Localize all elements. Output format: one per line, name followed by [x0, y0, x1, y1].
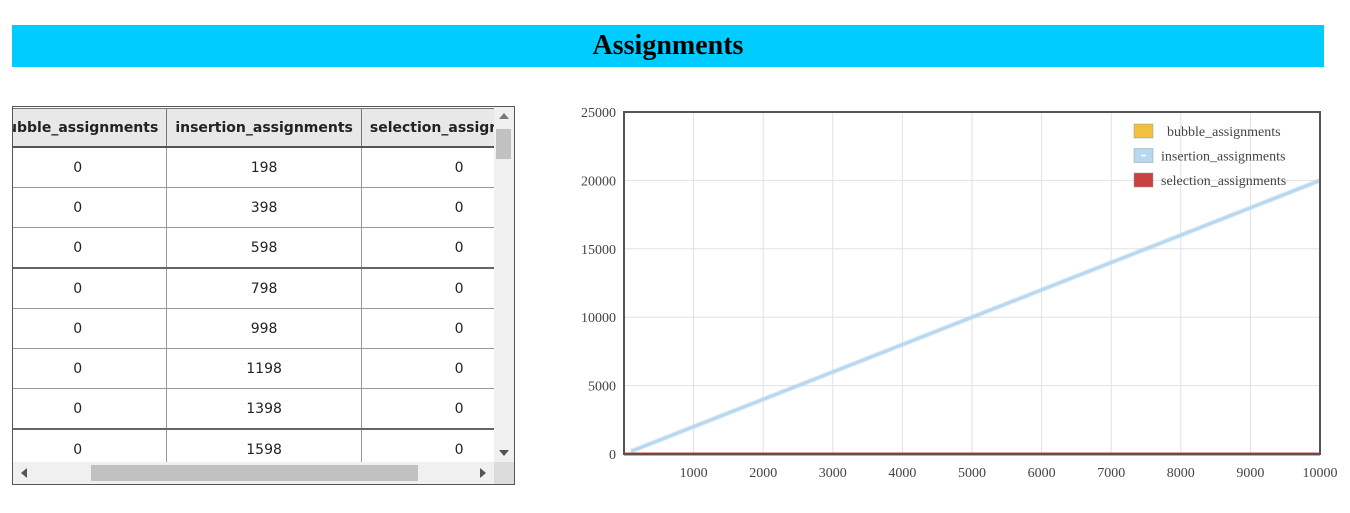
table-header-row: bubble_assignments insertion_assignments…	[13, 108, 494, 148]
table-cell: 198	[166, 146, 362, 188]
plot-area	[624, 112, 1320, 454]
legend-label-selection-assignments: selection_assignments	[1161, 174, 1286, 189]
scroll-right-icon[interactable]	[480, 468, 486, 478]
table-row: 0 798 0	[13, 267, 494, 309]
table-row: 0 1198 0	[13, 348, 494, 389]
data-table-panel[interactable]: bubble_assignments insertion_assignments…	[12, 106, 515, 485]
table-cell: 1598	[166, 428, 362, 462]
vertical-scrollbar[interactable]	[494, 107, 514, 462]
table-cell: 1198	[166, 348, 362, 389]
legend-swatch-selection-assignments	[1133, 172, 1154, 188]
y-tick-label: 0	[609, 448, 616, 463]
scroll-up-icon[interactable]	[499, 113, 509, 119]
x-tick-label: 9000	[1236, 466, 1264, 481]
table-cell: 0	[360, 428, 494, 462]
scroll-down-icon[interactable]	[499, 450, 509, 456]
table-cell: 0	[13, 187, 168, 228]
scroll-left-icon[interactable]	[21, 468, 27, 478]
table-cell: 0	[360, 227, 494, 269]
table-row: 0 1598 0	[13, 428, 494, 462]
table-row: 0 1398 0	[13, 388, 494, 430]
table-cell: 0	[13, 428, 168, 462]
title-banner: Assignments	[12, 25, 1324, 67]
vertical-scroll-thumb[interactable]	[496, 129, 511, 159]
table-cell: 1398	[166, 388, 362, 430]
legend-label-bubble-assignments: bubble_assignments	[1167, 125, 1281, 140]
x-tick-label: 2000	[749, 466, 777, 481]
table-cell: 0	[360, 267, 494, 309]
y-tick-label: 15000	[581, 243, 616, 258]
plot-frame	[623, 111, 1321, 455]
table-cell: 0	[360, 308, 494, 349]
y-tick-label: 10000	[581, 311, 616, 326]
y-tick-label: 5000	[588, 380, 616, 395]
table-cell: 398	[166, 187, 362, 228]
x-tick-label: 8000	[1167, 466, 1195, 481]
legend-swatch-insertion-assignments	[1133, 148, 1154, 163]
scrollbar-corner	[494, 462, 514, 484]
table-cell: 598	[166, 227, 362, 269]
table-cell: 0	[360, 388, 494, 430]
y-tick-label: 25000	[581, 106, 616, 121]
table-cell: 0	[13, 227, 168, 269]
column-header-selection[interactable]: selection_assignments	[360, 108, 494, 148]
insertion-assignments-line-glow	[630, 178, 1321, 454]
legend-swatch-bubble-assignments	[1133, 123, 1154, 139]
column-header-bubble[interactable]: bubble_assignments	[13, 108, 168, 148]
horizontal-scroll-thumb[interactable]	[91, 465, 418, 481]
x-tick-label: 7000	[1097, 466, 1125, 481]
x-tick-label: 10000	[1303, 466, 1338, 481]
table-cell: 0	[360, 187, 494, 228]
column-header-insertion[interactable]: insertion_assignments	[166, 108, 362, 148]
page-title: Assignments	[592, 30, 744, 61]
table-cell: 0	[360, 146, 494, 188]
table-row: 0 998 0	[13, 308, 494, 349]
table-row: 0 198 0	[13, 146, 494, 188]
table-cell: 0	[13, 146, 168, 188]
table-cell: 0	[13, 388, 168, 430]
table-row: 0 398 0	[13, 187, 494, 228]
table-cell: 998	[166, 308, 362, 349]
table-cell: 0	[13, 267, 168, 309]
horizontal-scrollbar[interactable]	[13, 462, 494, 484]
table-cell: 0	[13, 348, 168, 389]
x-tick-label: 6000	[1028, 466, 1056, 481]
table-cell: 798	[166, 267, 362, 309]
x-tick-label: 3000	[819, 466, 847, 481]
table-viewport[interactable]: bubble_assignments insertion_assignments…	[13, 107, 494, 462]
x-tick-label: 4000	[888, 466, 916, 481]
x-tick-label: 5000	[958, 466, 986, 481]
legend-label-insertion-assignments: insertion_assignments	[1161, 150, 1285, 165]
table-cell: 0	[13, 308, 168, 349]
table-row: 0 598 0	[13, 227, 494, 269]
table-cell: 0	[360, 348, 494, 389]
insertion-assignments-line	[630, 179, 1321, 453]
x-tick-label: 1000	[680, 466, 708, 481]
data-table: bubble_assignments insertion_assignments…	[13, 108, 494, 462]
y-tick-label: 20000	[581, 174, 616, 189]
